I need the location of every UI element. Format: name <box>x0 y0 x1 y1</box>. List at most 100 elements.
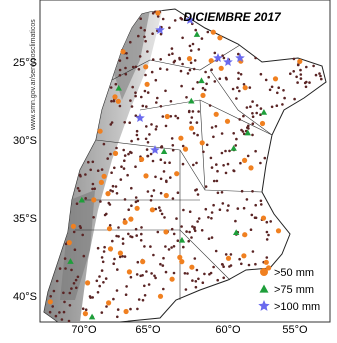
station <box>207 216 210 219</box>
station <box>214 249 218 253</box>
station <box>255 111 258 115</box>
station <box>239 73 243 76</box>
station <box>154 276 157 280</box>
station-over-50 <box>179 259 185 265</box>
station-over-100 <box>135 113 145 122</box>
station <box>84 308 88 312</box>
station <box>143 245 146 248</box>
station-over-50 <box>164 113 170 120</box>
station <box>188 210 192 213</box>
station <box>208 104 212 107</box>
station <box>192 163 195 167</box>
station-over-50 <box>224 118 231 124</box>
station <box>102 250 106 253</box>
station <box>108 224 112 227</box>
station <box>76 275 80 279</box>
station <box>98 284 101 288</box>
station <box>118 104 122 108</box>
station <box>222 265 225 269</box>
station <box>171 197 175 200</box>
station <box>238 118 241 121</box>
station-over-50 <box>242 85 248 91</box>
station <box>146 91 150 94</box>
station <box>218 208 222 211</box>
station <box>138 55 142 58</box>
station <box>292 70 296 73</box>
station-over-50 <box>182 146 189 152</box>
station <box>181 36 184 40</box>
station-over-50 <box>143 64 149 70</box>
station <box>58 311 61 314</box>
station <box>135 129 139 133</box>
station <box>168 26 171 30</box>
station-over-50 <box>186 56 193 62</box>
station <box>129 40 132 44</box>
station <box>109 86 113 89</box>
station <box>250 213 254 217</box>
legend-symbol <box>258 300 270 311</box>
station <box>103 245 106 249</box>
station <box>283 96 286 100</box>
station <box>312 64 315 68</box>
station <box>117 235 120 238</box>
station <box>173 19 177 22</box>
source-label: www.smn.gov.ar/serviciosclimaticos <box>30 19 37 131</box>
station <box>191 110 195 113</box>
station <box>76 187 80 190</box>
station <box>228 149 231 153</box>
station <box>62 310 66 314</box>
station <box>63 257 67 260</box>
station <box>169 176 172 179</box>
station <box>134 94 137 98</box>
station <box>224 76 228 80</box>
station <box>124 72 128 76</box>
station <box>139 274 142 278</box>
station <box>159 209 162 212</box>
station <box>144 137 148 141</box>
station <box>145 105 148 108</box>
legend-symbol <box>259 284 269 293</box>
station <box>151 58 155 61</box>
station-over-50 <box>82 311 88 317</box>
station <box>68 304 72 307</box>
station <box>139 26 143 30</box>
station <box>124 66 127 70</box>
station <box>236 207 240 210</box>
station <box>143 294 147 297</box>
station <box>159 177 163 181</box>
station <box>222 164 225 167</box>
station <box>150 272 153 275</box>
station <box>146 141 150 144</box>
station <box>92 216 95 219</box>
station <box>234 219 237 223</box>
station <box>111 239 114 243</box>
station <box>186 272 189 275</box>
station <box>263 156 267 160</box>
station <box>75 202 79 205</box>
station <box>130 235 134 239</box>
station-over-50 <box>134 205 140 211</box>
station <box>181 144 185 148</box>
station <box>242 206 246 210</box>
station <box>151 159 155 163</box>
station <box>95 279 99 283</box>
station <box>143 284 146 288</box>
station <box>161 264 165 267</box>
station <box>213 51 217 55</box>
station-over-50 <box>297 58 303 64</box>
station <box>129 99 132 102</box>
station <box>245 106 249 109</box>
station <box>297 63 300 66</box>
station <box>276 91 279 95</box>
station-over-50 <box>112 150 119 156</box>
station <box>159 58 162 61</box>
province-border <box>149 44 241 71</box>
station <box>281 103 284 106</box>
station <box>189 61 193 65</box>
stations <box>47 10 323 323</box>
station <box>190 116 194 119</box>
station <box>118 59 122 62</box>
lat-label: 40°S <box>13 291 37 303</box>
station <box>232 169 235 172</box>
station <box>128 121 131 124</box>
